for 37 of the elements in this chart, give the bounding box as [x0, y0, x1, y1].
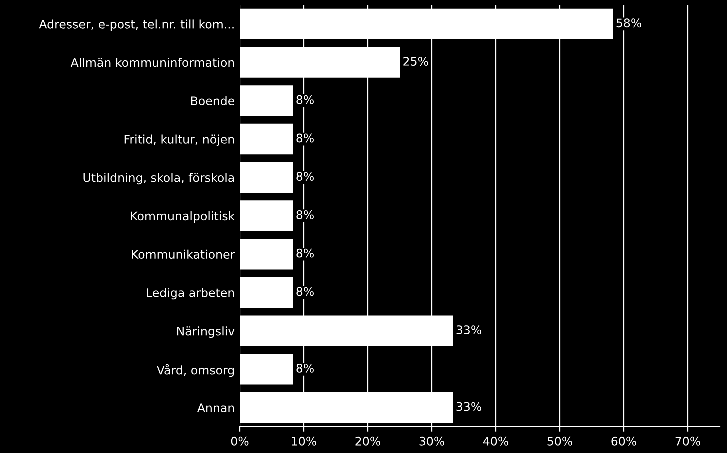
bar: [240, 277, 294, 308]
x-tick-label: 60%: [612, 436, 636, 446]
data-label: 8%: [296, 95, 314, 104]
data-label: 8%: [296, 210, 314, 220]
data-label: 33%: [456, 402, 482, 412]
x-tick-label: 70%: [676, 436, 700, 446]
y-tick-label: Annan: [197, 404, 234, 412]
data-label: 8%: [296, 364, 314, 373]
x-tick-label: 10%: [292, 436, 316, 446]
bar: [240, 239, 294, 270]
y-tick-label: Kommunikationer: [132, 250, 236, 260]
bar: [240, 200, 294, 232]
data-label: 25%: [404, 57, 428, 66]
y-tick-label: Fritid, kultur, nöjen: [124, 134, 234, 146]
y-tick-label: Adresser, e-post, tel.nr. till kom...: [39, 20, 234, 32]
x-tick-label: 50%: [548, 436, 572, 446]
bar: [240, 354, 294, 385]
x-tick-label: 0%: [231, 436, 249, 446]
x-tick-label: 30%: [420, 436, 444, 446]
data-label: 8%: [296, 287, 314, 296]
x-tick-label: 40%: [483, 436, 508, 446]
y-tick-label: Näringsliv: [177, 326, 235, 338]
data-label: 8%: [296, 248, 314, 258]
y-tick-label: Vård, omsorg: [156, 364, 234, 378]
y-tick-label: Kommunalpolitisk: [131, 212, 236, 223]
data-label: 8%: [296, 134, 314, 143]
y-tick-label: Boende: [191, 96, 235, 106]
data-label: 33%: [456, 326, 482, 335]
bar: [240, 124, 294, 155]
x-tick-label: 20%: [356, 436, 380, 446]
y-tick-label: Allmän kommuninformation: [70, 58, 234, 68]
bar: [240, 162, 294, 193]
data-label: 58%: [616, 18, 642, 28]
y-tick-label: Utbildning, skola, förskola: [84, 173, 234, 185]
bar: [240, 86, 294, 116]
y-tick-label: Lediga arbeten: [147, 288, 234, 300]
data-label: 8%: [296, 172, 314, 182]
